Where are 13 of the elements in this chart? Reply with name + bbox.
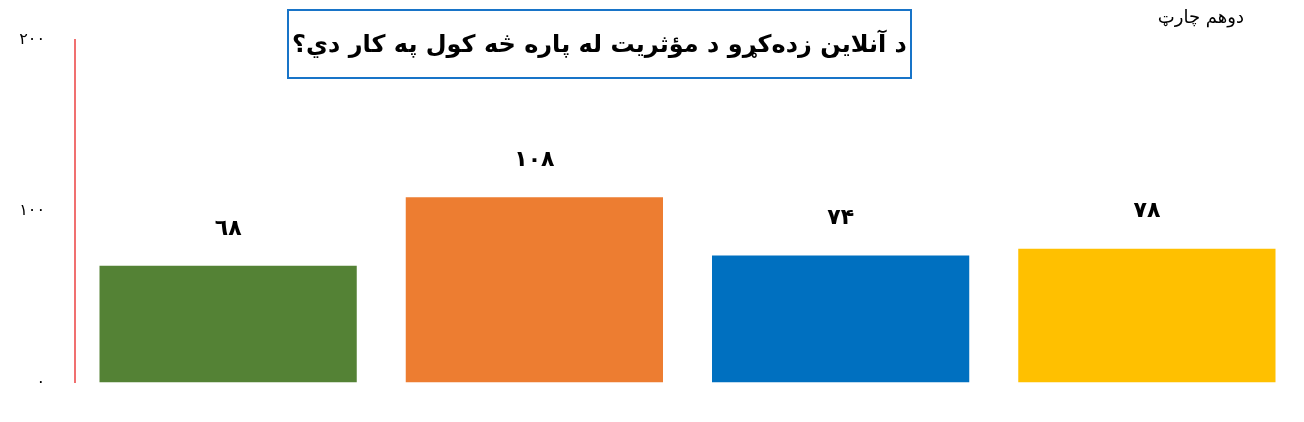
data-label: ٦٨ bbox=[214, 214, 243, 240]
y-tick-label: ٢٠٠ bbox=[19, 28, 45, 48]
bar bbox=[712, 255, 970, 383]
bar bbox=[405, 197, 663, 383]
chart-title: د آنلاین زده‌کړو د مؤثریت له پاره څه کول په کار دي؟ bbox=[287, 9, 912, 79]
data-label: ١٠٨ bbox=[514, 146, 556, 172]
y-tick-label: ٠ bbox=[36, 371, 45, 391]
data-label: ٧٨ bbox=[1133, 197, 1161, 223]
text: دوهم چارټ bbox=[1157, 6, 1244, 27]
bar bbox=[1018, 248, 1276, 383]
data-label: ٧۴ bbox=[827, 204, 855, 230]
bar bbox=[99, 265, 357, 383]
y-tick-label: ١٠٠ bbox=[19, 200, 45, 220]
